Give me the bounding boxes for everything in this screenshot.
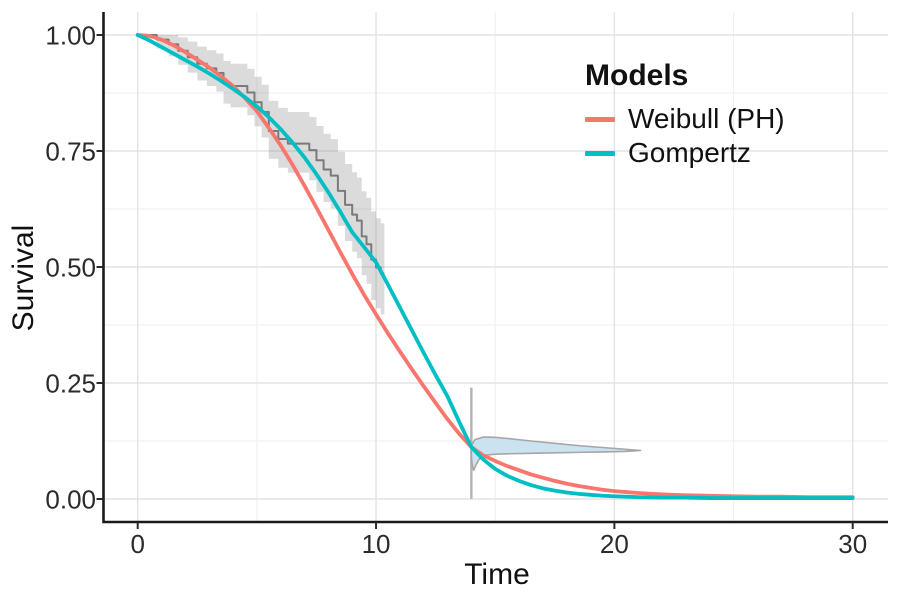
y-tick-label: 0.50 xyxy=(45,253,96,283)
gompertz-line-key-icon xyxy=(585,150,615,156)
legend-item-gompertz: Gompertz xyxy=(585,136,785,170)
x-tick-label: 30 xyxy=(838,529,867,559)
y-tick-label: 0.00 xyxy=(45,485,96,515)
gompertz-curve xyxy=(135,33,855,500)
legend: Models Weibull (PH) Gompertz xyxy=(585,60,785,170)
x-tick-label: 20 xyxy=(600,529,629,559)
km-confidence-band xyxy=(137,35,385,315)
x-tick-label: 10 xyxy=(362,529,391,559)
y-axis-title: Survival xyxy=(7,224,40,332)
density-blob xyxy=(470,436,642,472)
legend-label-weibull: Weibull (PH) xyxy=(628,103,785,134)
legend-label-gompertz: Gompertz xyxy=(628,137,751,168)
x-axis-title: Time xyxy=(464,558,530,591)
y-tick-label: 0.25 xyxy=(45,369,96,399)
legend-item-weibull: Weibull (PH) xyxy=(585,102,785,136)
legend-title: Models xyxy=(585,59,689,92)
x-tick-label: 0 xyxy=(130,529,144,559)
weibull-line-key-icon xyxy=(585,116,615,122)
y-tick-label: 1.00 xyxy=(45,21,96,51)
y-tick-label: 0.75 xyxy=(45,137,96,167)
axis-lines xyxy=(102,12,888,524)
